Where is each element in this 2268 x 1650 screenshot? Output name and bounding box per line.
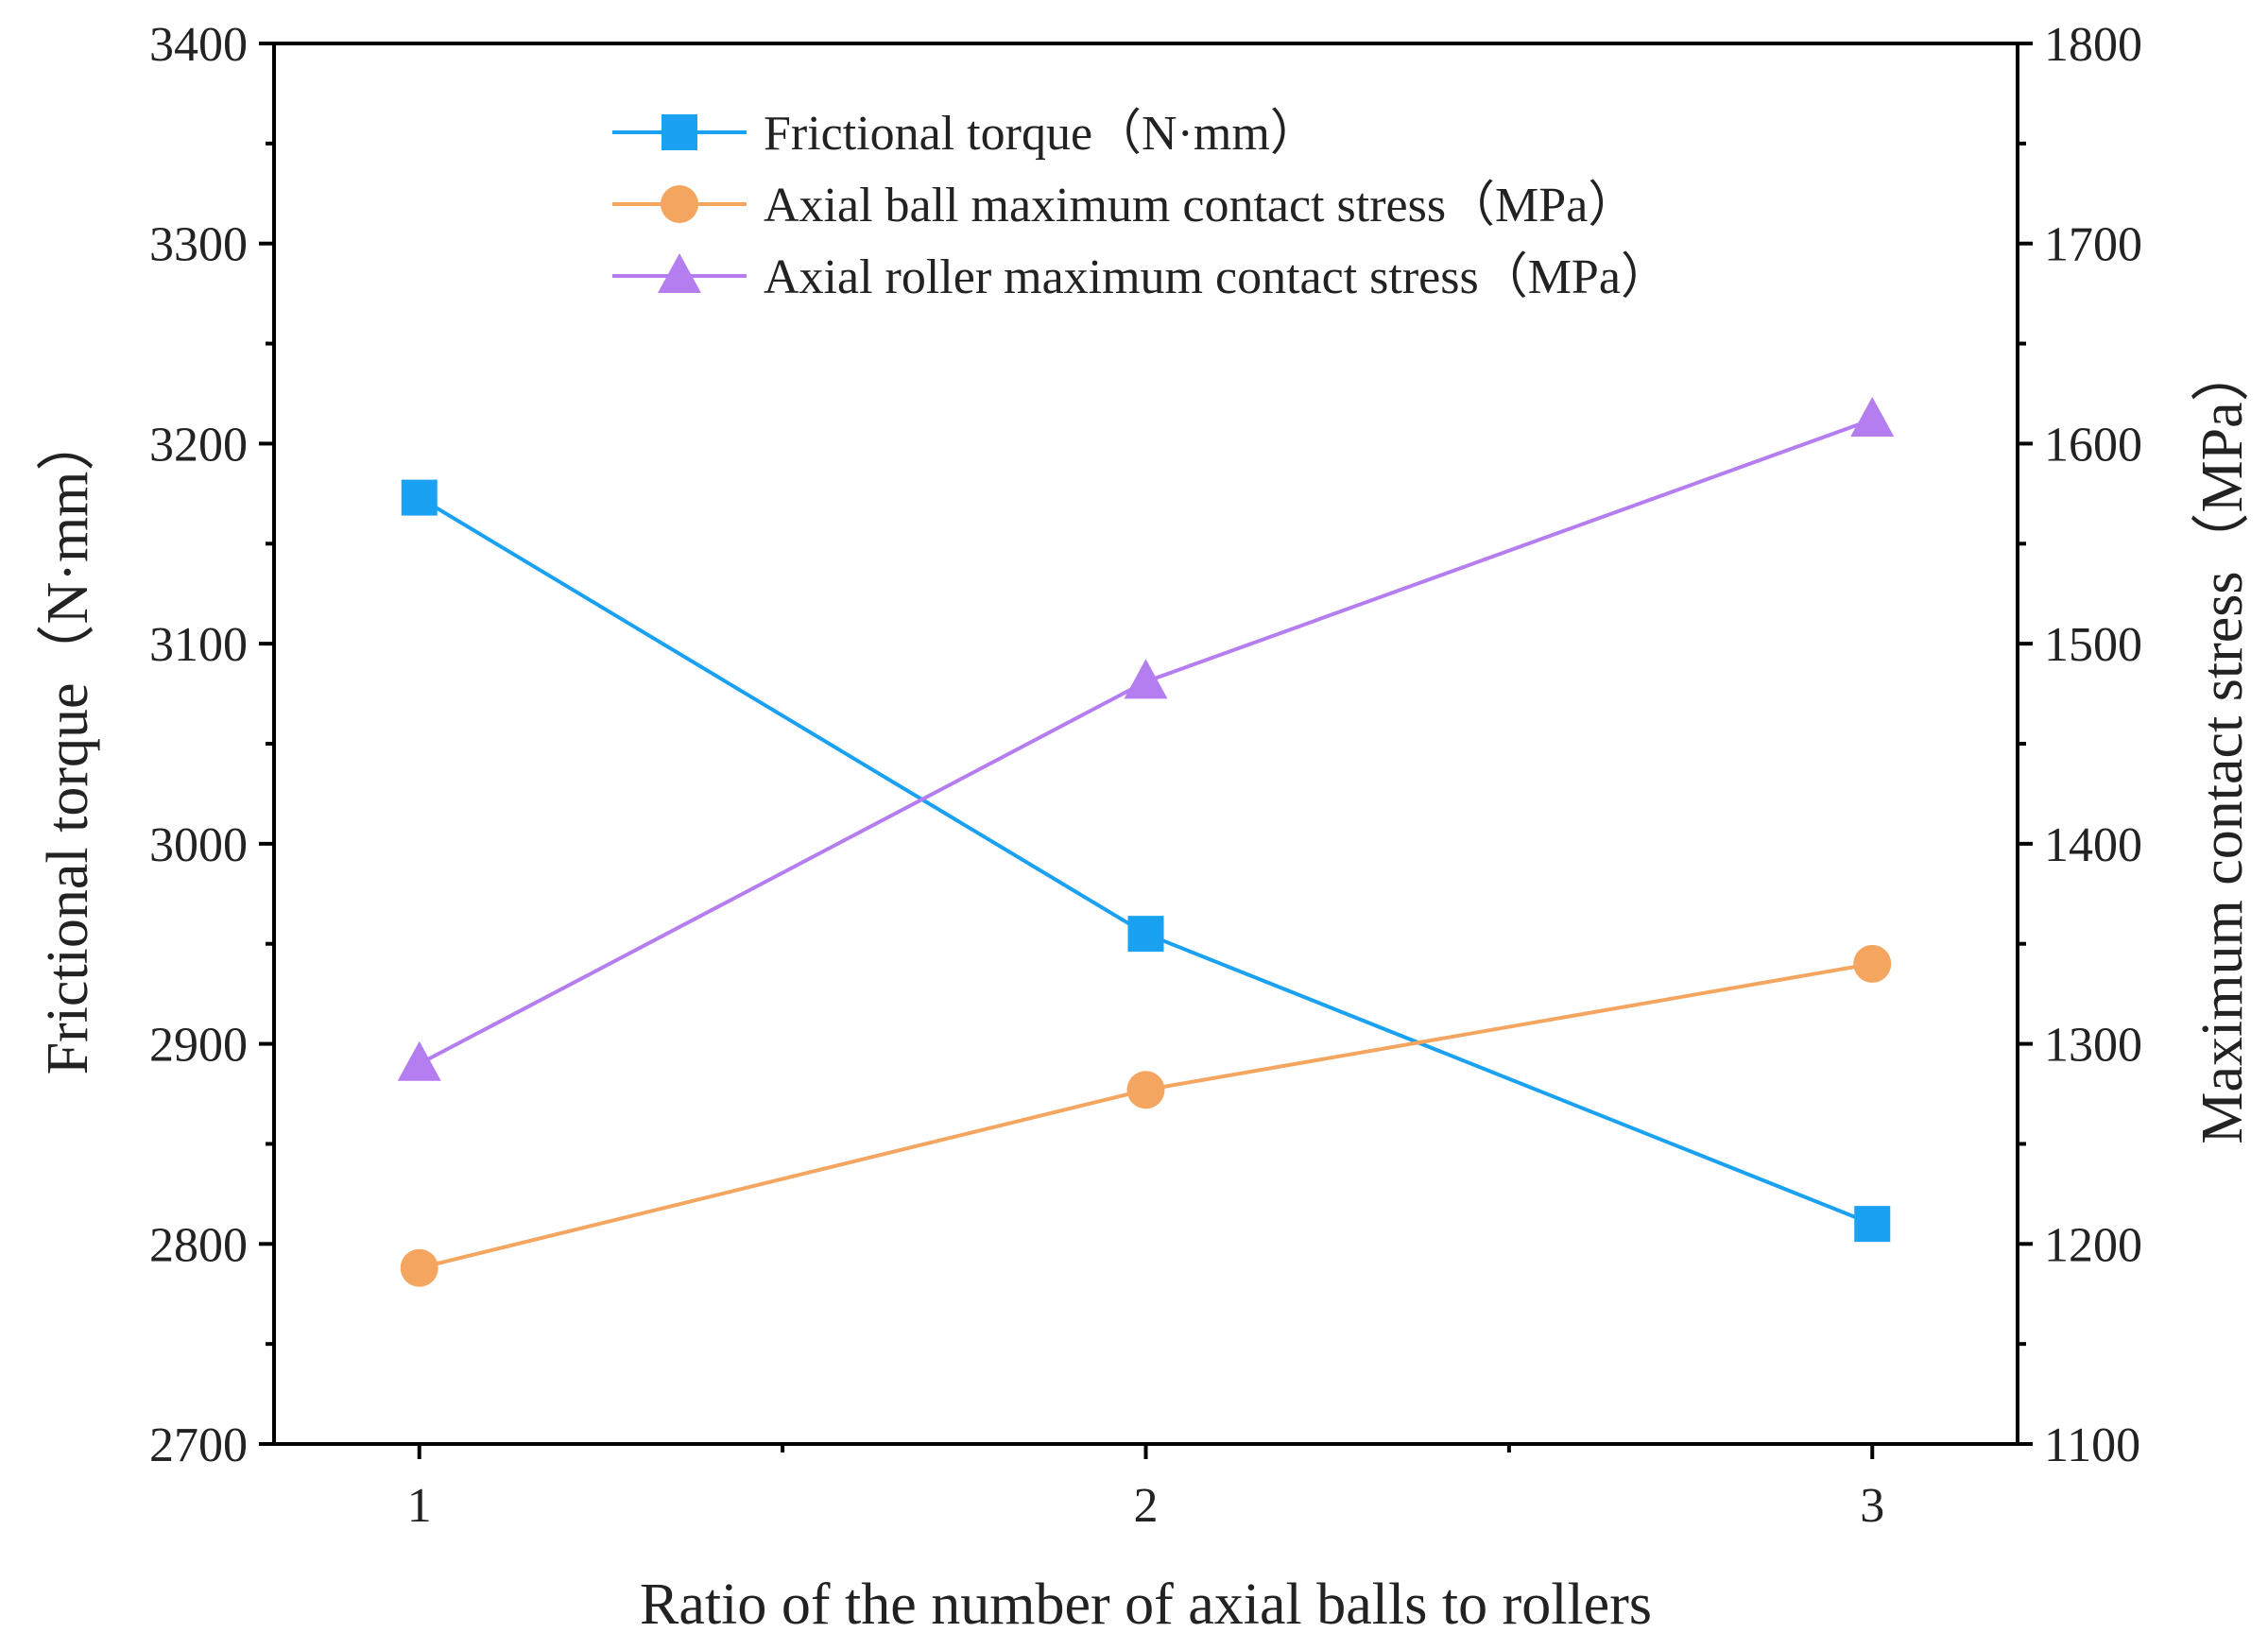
left-y-tick-label: 2700 [149, 1418, 248, 1472]
x-tick-label: 3 [1860, 1479, 1884, 1533]
x-axis-title: Ratio of the number of axial balls to ro… [640, 1573, 1652, 1637]
series-1-point-3 [1854, 1206, 1891, 1243]
series-1-point-2 [1127, 916, 1164, 953]
left-y-tick-label: 3300 [149, 218, 248, 272]
left-y-tick-label: 3200 [149, 418, 248, 472]
right-y-tick-label: 1700 [2044, 218, 2142, 272]
left-y-tick-label: 3400 [149, 18, 248, 72]
legend-marker-2 [661, 185, 698, 223]
left-y-tick-label: 3100 [149, 618, 248, 672]
right-y-tick-label: 1500 [2044, 618, 2142, 672]
legend-marker-1 [662, 114, 697, 150]
left-y-tick-label: 2800 [149, 1218, 248, 1272]
legend-label-3: Axial roller maximum contact stress（MPa） [764, 250, 1670, 304]
series-line-1 [418, 495, 1873, 1226]
series-3-point-2 [1124, 659, 1168, 699]
right-y-tick-label: 1800 [2044, 18, 2142, 72]
series-line-3 [418, 418, 1873, 1066]
legend-label-1: Frictional torque（N·mm） [764, 107, 1319, 161]
series-3-point-1 [397, 1040, 441, 1081]
x-tick-label: 2 [1134, 1479, 1159, 1533]
right-y-tick-label: 1300 [2044, 1019, 2142, 1073]
legend: Frictional torque（N·mm） Axial ball maximu… [612, 107, 1670, 304]
legend-label-2: Axial ball maximum contact stress（MPa） [764, 179, 1637, 232]
axes-layer: 2700 2800 2900 3000 3100 3200 3300 3400 1100 1200… [149, 18, 2142, 1533]
left-y-tick-label: 3000 [149, 818, 248, 872]
right-y-tick-label: 1200 [2044, 1218, 2142, 1272]
right-y-axis-title: Maximum contact stress（MPa） [2191, 343, 2255, 1143]
right-y-tick-label: 1600 [2044, 418, 2142, 472]
right-y-tick-label: 1100 [2044, 1418, 2140, 1472]
left-y-axis-title: Frictional torque（N·mm） [36, 413, 100, 1075]
legend-marker-3 [658, 253, 701, 293]
series-2-point-1 [400, 1248, 438, 1287]
series-layer [397, 397, 1895, 1287]
series-1-point-1 [401, 479, 438, 516]
series-3-point-3 [1850, 397, 1895, 438]
x-tick-label: 1 [407, 1479, 432, 1533]
right-y-tick-label: 1400 [2044, 818, 2142, 872]
left-y-tick-label: 2900 [149, 1019, 248, 1073]
series-line-2 [419, 961, 1873, 1270]
series-2-point-3 [1853, 944, 1892, 983]
series-2-point-2 [1126, 1071, 1165, 1109]
